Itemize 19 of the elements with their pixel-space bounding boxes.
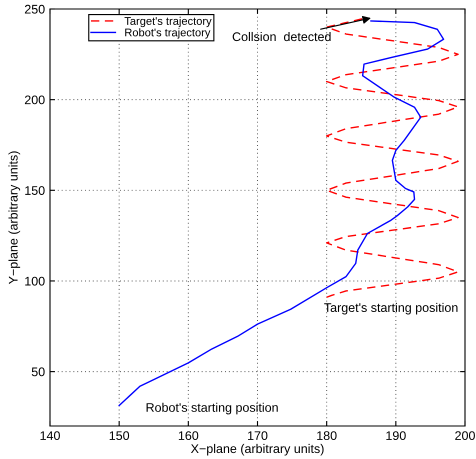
y-axis-title: Y−plane (arbitrary units) <box>8 151 20 284</box>
y-tick-label: 100 <box>25 276 45 286</box>
x-tick-label: 150 <box>110 431 130 440</box>
x-tick-label: 160 <box>178 431 198 440</box>
legend-label: Target's trajectory <box>124 16 212 28</box>
x-axis-title: X−plane (arbitrary units) <box>190 444 324 456</box>
y-tick-label: 50 <box>32 367 45 376</box>
x-tick-label: 170 <box>248 431 268 440</box>
x-tick-label: 140 <box>40 431 60 440</box>
annotation: Target's starting position <box>324 302 458 314</box>
y-tick-label: 200 <box>24 95 45 104</box>
legend-label: Robot's trajectory <box>125 28 210 39</box>
x-tick-label: 190 <box>386 431 406 440</box>
y-tick-label: 150 <box>25 186 45 195</box>
x-tick-label: 200 <box>455 431 475 440</box>
x-tick-label: 180 <box>317 431 337 440</box>
annotation: Robot's starting position <box>146 402 278 414</box>
annotation: Collsion detected <box>232 32 331 42</box>
y-tick-label: 250 <box>24 4 45 14</box>
